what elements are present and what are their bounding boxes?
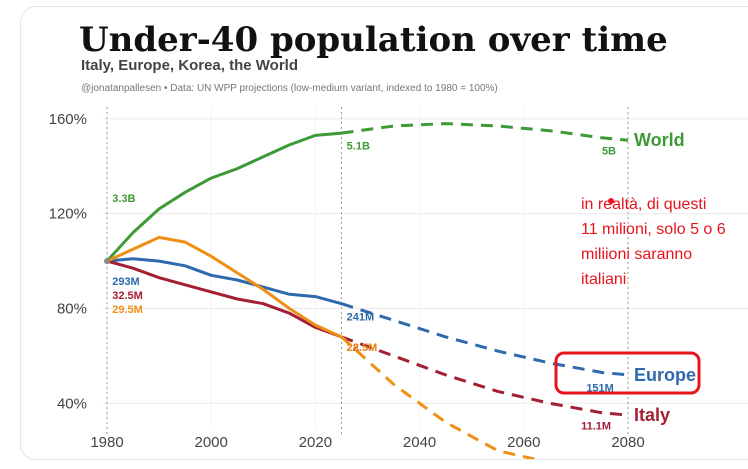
korea-historical-line: [105, 235, 343, 339]
note-dot: [608, 198, 614, 204]
italy-series-label: Italy: [634, 405, 670, 425]
note-line: italiani: [581, 271, 626, 288]
italy-value-label: 11.1M: [581, 420, 611, 432]
italy-projected-line: [340, 335, 629, 417]
world-projected-line: [341, 122, 629, 142]
europe-value-label: 151M: [586, 382, 614, 394]
europe-series-label: Europe: [634, 365, 696, 385]
y-tick-label: 80%: [57, 300, 87, 317]
y-tick-label: 160%: [49, 111, 87, 128]
europe-projected-line: [341, 302, 629, 377]
index-origin-point: [104, 258, 110, 265]
italy-highlight-box: [554, 351, 701, 395]
chart-title: Under-40 population over time: [79, 20, 668, 60]
world-value-label: 5B: [602, 145, 616, 157]
chart-subtitle: Italy, Europe, Korea, the World: [81, 57, 298, 74]
europe-value-label: 241M: [347, 311, 375, 323]
y-tick-label: 120%: [49, 206, 87, 223]
italy-value-label: 22.5M: [347, 342, 378, 354]
world-value-label: 5.1B: [347, 141, 370, 153]
x-tick-label: 2060: [507, 434, 540, 451]
note-line: 11 milioni, solo 5 o 6: [581, 221, 726, 238]
series-group: [104, 122, 629, 459]
note-line: in realtà, di questi: [581, 196, 706, 213]
italy-value-label: 32.5M: [112, 290, 143, 302]
world-historical-line: [105, 131, 343, 263]
x-tick-label: 2040: [403, 434, 436, 451]
korea-value-label: 28.5M: [347, 342, 378, 354]
line-chart: Under-40 population over time Italy, Eur…: [49, 20, 748, 459]
y-tick-label: 40%: [57, 395, 87, 412]
x-tick-label: 2000: [195, 434, 228, 451]
x-tick-label: 2080: [611, 434, 644, 451]
europe-historical-line: [105, 257, 343, 306]
axes: 40% 80% 120% 160% 1980 2000 2020 2040 2060 2080: [49, 111, 645, 451]
x-tick-label: 1980: [90, 434, 123, 451]
korea-series-label: Korea: [634, 457, 686, 459]
note-line: miliioni saranno: [581, 246, 692, 263]
world-value-label: 3.3B: [112, 193, 135, 205]
handwritten-note: in realtà, di questi 11 milioni, solo 5 o…: [554, 196, 726, 395]
x-tick-label: 2020: [299, 434, 332, 451]
chart-card: Under-40 population over time Italy, Eur…: [20, 6, 748, 460]
europe-value-label: 293M: [112, 276, 140, 288]
korea-projected-line: [340, 335, 541, 459]
chart-credit: @jonatanpallesen • Data: UN WPP projecti…: [81, 83, 498, 94]
italy-historical-line: [105, 259, 343, 339]
korea-value-label: 29.5M: [112, 304, 143, 316]
world-series-label: World: [634, 130, 685, 150]
value-labels: 3.3B 5.1B 5B World 293M 241M 151M Europe 32.5M 22…: [112, 130, 696, 459]
grid: [103, 107, 748, 435]
